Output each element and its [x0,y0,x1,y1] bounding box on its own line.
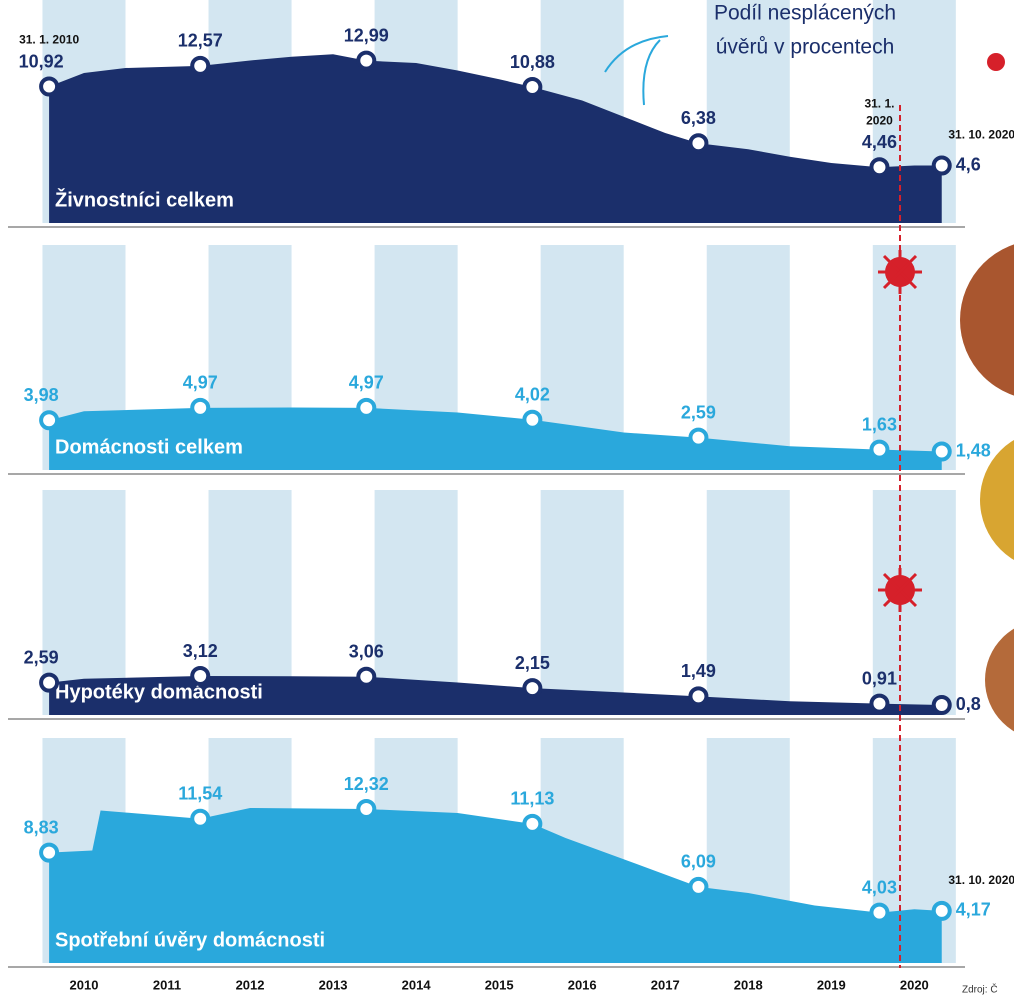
value-label: 1,63 [862,414,897,434]
point-marker [522,813,543,834]
point-marker [522,678,543,699]
panel-title: Spotřební úvěry domácnosti [55,929,325,951]
note: Podíl nesplácených [714,2,896,25]
panel-title: Živnostníci celkem [55,187,234,211]
value-label: 12,32 [344,774,389,794]
value-label: 4,97 [349,373,384,393]
value-label: 1,48 [956,440,991,460]
value-label: 10,88 [510,52,555,72]
value-label: 0,8 [956,694,981,714]
point-marker [190,397,211,418]
point-marker [869,157,890,178]
point-marker [931,695,952,715]
value-label: 4,6 [956,154,981,174]
value-label: 6,09 [681,852,716,872]
value-label: 4,02 [515,385,550,405]
point-marker [190,55,211,76]
year-stripe [540,490,624,715]
point-marker [522,409,543,430]
area [49,54,942,223]
point-marker [39,672,60,693]
coin-photo [960,244,1014,732]
point-marker [356,50,377,71]
year-stripe [374,490,458,715]
area [49,808,942,963]
date-label: 31. 1. 2010 [19,33,79,47]
panel-title: Domácnosti celkem [55,436,243,458]
point-marker [931,441,952,462]
value-label: 3,98 [24,385,59,405]
value-label: 3,12 [183,641,218,661]
value-label: 4,17 [956,900,991,920]
value-label: 3,06 [349,642,384,662]
value-label: 12,99 [344,25,389,45]
value-label: 2,59 [681,402,716,422]
x-tick-label: 2014 [402,977,432,992]
value-label: 4,46 [862,132,897,152]
value-label: 8,83 [24,817,59,837]
date-label: 2020 [866,113,893,127]
point-marker [688,686,709,707]
value-label: 11,13 [510,789,554,809]
x-tick-label: 2010 [70,977,99,992]
date-label: 31. 1. [864,96,894,110]
x-tick-label: 2011 [153,977,181,992]
value-label: 1,49 [681,661,716,681]
point-marker [39,76,60,97]
point-marker [39,410,60,431]
point-marker [356,666,377,687]
point-marker [39,842,60,863]
area [49,407,942,470]
area [49,676,942,715]
value-label: 4,03 [862,877,897,897]
value-label: 11,54 [178,784,222,804]
panel-title: Hypotéky domácnosti [55,681,263,703]
point-marker [688,427,709,448]
point-marker [688,133,709,154]
point-marker [869,693,890,714]
point-marker [356,799,377,819]
virus-icon [878,250,922,612]
date-label: 31. 10. 2020 [948,128,1014,142]
value-label: 2,15 [515,653,550,673]
point-marker [356,397,377,418]
value-label: 2,59 [24,647,59,667]
source: Zdroj: Č [962,983,998,996]
point-marker [688,876,709,897]
dot [987,53,1005,71]
x-tick-label: 2020 [900,977,929,992]
point-marker [190,808,211,829]
point-marker [190,666,211,686]
date-label: 31. 10. 2020 [948,873,1014,887]
x-tick-label: 2013 [319,977,348,992]
note: úvěrů v procentech [716,36,895,59]
x-tick-label: 2012 [236,977,265,992]
year-stripe [706,490,790,715]
x-tick-label: 2015 [485,977,514,992]
point-marker [522,77,543,97]
x-tick-label: 2016 [568,977,597,992]
point-marker [869,439,890,460]
x-tick-label: 2017 [651,977,680,992]
x-tick-label: 2019 [817,977,846,992]
value-label: 12,57 [178,31,223,51]
year-stripe [872,245,956,470]
arrow [604,35,669,106]
value-label: 4,97 [183,373,218,393]
point-marker [931,900,952,921]
value-label: 0,91 [862,668,897,688]
point-marker [869,902,890,923]
x-tick-label: 2018 [734,977,763,992]
year-stripe [706,245,790,470]
value-label: 10,92 [19,51,64,71]
point-marker [931,155,952,176]
value-label: 6,38 [681,108,716,128]
